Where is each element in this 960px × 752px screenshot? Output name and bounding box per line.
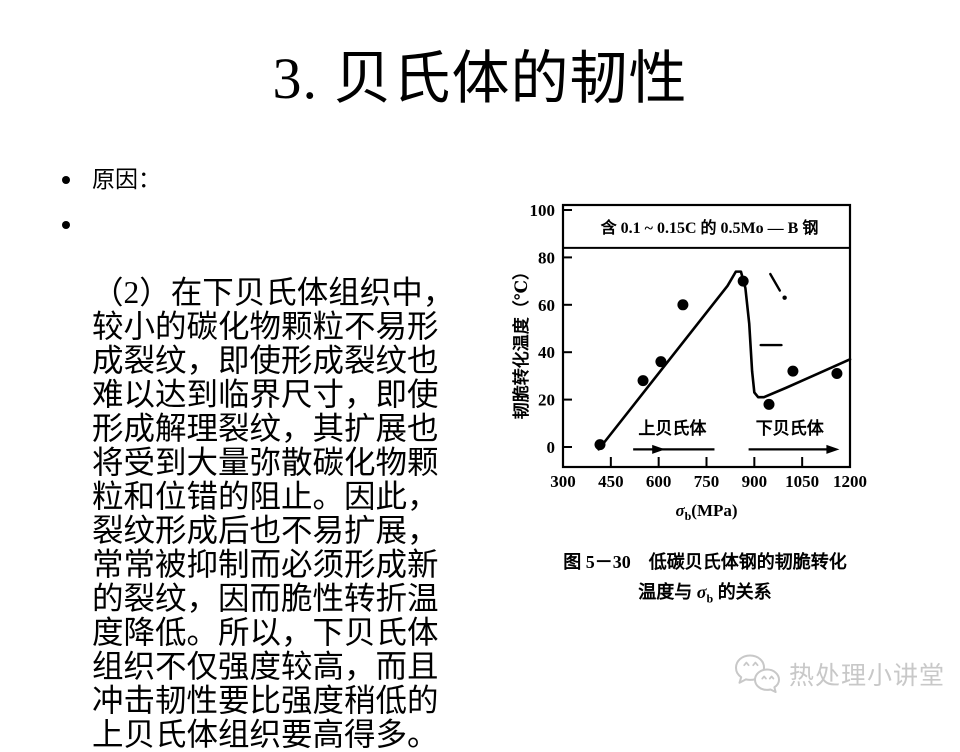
chart-annotation: 含 0.1 ~ 0.15C 的 0.5Mo — B 钢 — [601, 218, 819, 237]
sigma-subscript: b — [706, 591, 714, 606]
y-tick-label: 0 — [547, 438, 556, 457]
watermark: 热处理小讲堂 — [733, 650, 945, 698]
x-tick-label: 1200 — [833, 472, 867, 491]
data-point — [787, 365, 799, 377]
bullet-text: 原因： — [92, 167, 161, 192]
y-tick-label: 80 — [538, 248, 555, 267]
bullet-dot — [62, 221, 70, 229]
x-tick-label: 750 — [694, 472, 720, 491]
region-arrowhead — [652, 444, 666, 454]
x-tick-label: 1050 — [785, 472, 819, 491]
data-point — [655, 356, 667, 368]
region-label: 上贝氏体 — [638, 418, 707, 438]
slide: 3. 贝氏体的韧性 原因： （2）在下贝氏体组织中， 较小的碳化物颗粒不易形 成… — [62, 46, 945, 752]
bainite-dbtt-chart: 300 450 600 750 900 1050 1200 0 20 40 60 80 100 含 0.1… — [511, 201, 867, 523]
y-tick-label: 100 — [530, 201, 556, 220]
figure-caption: 图 5－30 低碳贝氏体钢的韧脆转化 温度与 σb 的关系 — [505, 547, 905, 614]
data-point — [737, 275, 749, 287]
data-point — [763, 398, 775, 410]
bullet-text: （2）在下贝氏体组织中， 较小的碳化物颗粒不易形 成裂纹，即使形成裂纹也 难以达… — [92, 275, 455, 752]
fitted-curve — [597, 270, 852, 451]
y-axis-title: 韧脆转化温度（℃） — [511, 263, 531, 419]
bullet-list: 原因： （2）在下贝氏体组织中， 较小的碳化物颗粒不易形 成裂纹，即使形成裂纹也… — [56, 165, 496, 752]
data-point — [637, 375, 649, 387]
watermark-text: 热处理小讲堂 — [789, 662, 946, 690]
scan-artifact-dot — [782, 295, 787, 300]
wechat-icon — [735, 654, 780, 693]
x-tick-label: 300 — [550, 472, 576, 491]
region-arrowhead — [826, 444, 840, 454]
figure-caption-line1: 图 5－30 低碳贝氏体钢的韧脆转化 — [563, 552, 847, 572]
bullet-item-explanation: （2）在下贝氏体组织中， 较小的碳化物颗粒不易形 成裂纹，即使形成裂纹也 难以达… — [56, 208, 496, 752]
x-tick-label: 450 — [598, 472, 624, 491]
caption-text-suffix: 的关系 — [713, 582, 772, 602]
caption-text-prefix: 温度与 — [638, 582, 697, 602]
figure-5-30: 300 450 600 750 900 1050 1200 0 20 40 60 80 100 含 0.1… — [505, 193, 905, 614]
bullet-dot — [62, 176, 70, 184]
y-tick-label: 60 — [538, 296, 555, 315]
x-tick-label: 600 — [646, 472, 672, 491]
x-tick-label: 900 — [742, 472, 768, 491]
figure-caption-line2: 温度与 σb 的关系 — [505, 577, 905, 614]
data-point — [677, 299, 689, 311]
bullet-item-reason: 原因： — [56, 165, 496, 195]
scan-artifact — [769, 272, 782, 292]
data-point — [831, 368, 843, 380]
y-tick-label: 40 — [538, 343, 555, 362]
region-label: 下贝氏体 — [756, 418, 825, 438]
data-point — [594, 439, 606, 451]
x-axis-title: σb(MPa) — [675, 501, 737, 523]
page-title: 3. 贝氏体的韧性 — [272, 46, 688, 111]
sigma-symbol: σ — [696, 582, 707, 602]
y-tick-label: 20 — [538, 391, 555, 410]
